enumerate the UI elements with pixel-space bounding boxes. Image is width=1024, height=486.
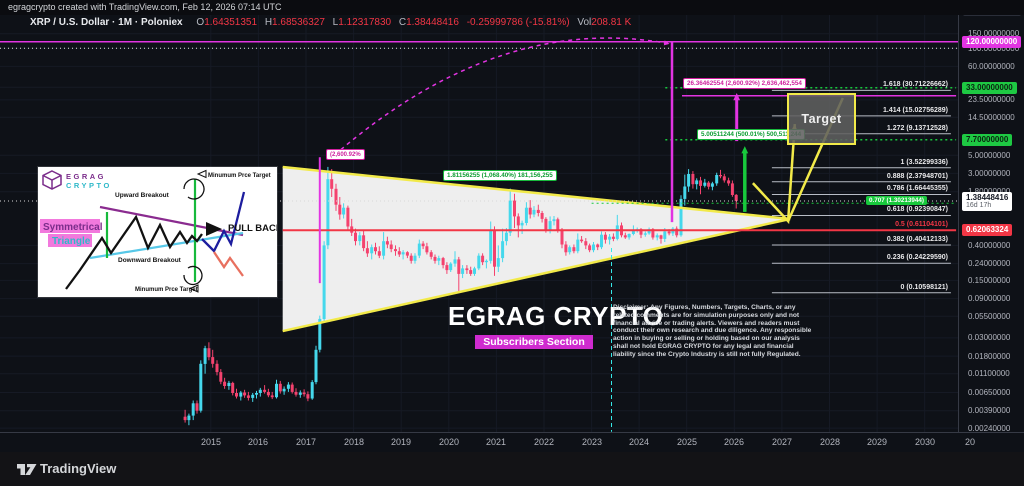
price-tick-label: 0.05500000 xyxy=(968,312,1011,321)
inset-cycle-arrow-top xyxy=(183,178,205,200)
target-projection-line[interactable] xyxy=(786,97,844,222)
inset-title-line2: Triangle xyxy=(52,236,91,247)
inset-pullback-label: PULL BACK xyxy=(228,223,277,234)
symbol-title[interactable]: XRP / U.S. Dollar · 1M · Poloniex xyxy=(30,17,183,28)
inset-logo-text-top: EGRAG xyxy=(66,172,106,181)
price-tick-label: 100.00000000 xyxy=(968,44,1020,53)
inset-title-line1: Symmetrical xyxy=(43,222,103,233)
open-value: 1.64351351 xyxy=(204,17,258,28)
triangle-pattern-lines[interactable] xyxy=(282,165,791,333)
price-tick-label: 0.40000000 xyxy=(968,241,1011,250)
inset-upward-breakout-label: Upward Breakout xyxy=(115,192,170,199)
price-tick-label: 23.50000000 xyxy=(968,95,1015,104)
price-scale-axis[interactable]: 150.00000000100.0000000060.0000000033.50… xyxy=(958,15,1024,433)
year-tick-label: 2019 xyxy=(390,437,412,447)
year-tick-label: 2028 xyxy=(819,437,841,447)
price-badge: 120.00000000 xyxy=(962,36,1022,48)
inset-target-pointer-bottom xyxy=(188,284,199,293)
inset-min-target-bottom-label: Minumum Prce Target xyxy=(135,287,198,293)
tradingview-brand-text[interactable]: TradingView xyxy=(40,461,117,476)
inset-title-highlight-2 xyxy=(48,234,92,247)
price-tick-label: 1.80000000 xyxy=(968,187,1010,196)
open-label: O xyxy=(196,17,205,28)
year-tick-label: 2025 xyxy=(676,437,698,447)
inset-target-pointer-top xyxy=(196,169,207,179)
watermark-title: EGRAG CRYPTO xyxy=(448,301,664,331)
inset-downward-breakout-label: Downward Breakout xyxy=(118,257,182,264)
inset-downward-pullback-path xyxy=(213,251,244,277)
symbol-info-bar[interactable]: XRP / U.S. Dollar · 1M · Poloniex O1.643… xyxy=(30,17,631,28)
egrag-logo-icon xyxy=(42,170,62,190)
price-badge: 0.62063324 xyxy=(962,224,1013,236)
price-badge: 1.38448416 16d 17h xyxy=(962,192,1013,212)
price-badge: 33.00000000 xyxy=(962,82,1017,94)
subscribers-section-badge: Subscribers Section xyxy=(475,335,593,349)
symmetrical-triangle-inset: EGRAG CRYPTO Symmetrical Triangle Upward… xyxy=(38,167,277,297)
price-tick-label: 3.00000000 xyxy=(968,169,1011,178)
disclaimer-text: Disclaimer: Any Figures, Numbers, Target… xyxy=(613,304,812,358)
year-tick-label: 2018 xyxy=(343,437,365,447)
year-tick-label: 2017 xyxy=(295,437,317,447)
footer-bar: TradingView xyxy=(0,452,1024,486)
volume-label: Vol xyxy=(577,17,592,28)
year-tick-label: 2027 xyxy=(771,437,793,447)
year-tick-label: 2020 xyxy=(438,437,460,447)
change-value: -0.25999786 (-15.81%) xyxy=(466,17,570,28)
year-tick-label: 2016 xyxy=(247,437,269,447)
triangle-pattern-fill xyxy=(282,167,790,332)
low-value: 1.12317830 xyxy=(338,17,392,28)
year-tick-label: 2030 xyxy=(914,437,936,447)
chart-canvas[interactable] xyxy=(0,0,958,452)
price-tick-label: 0.01800000 xyxy=(968,352,1011,361)
inset-pullback-arrow xyxy=(206,222,222,236)
year-tick-label: 2024 xyxy=(628,437,650,447)
creator-caption: egragcrypto created with TradingView.com… xyxy=(8,2,282,12)
price-tick-label: 0.15000000 xyxy=(968,276,1011,285)
price-badge: 7.70000000 xyxy=(962,134,1013,146)
inset-logo-text-bottom: CRYPTO xyxy=(66,181,112,190)
year-tick-label: 2022 xyxy=(533,437,555,447)
inset-price-zigzag xyxy=(65,214,203,290)
price-tick-label: 14.50000000 xyxy=(968,113,1015,122)
year-tick-label: 2021 xyxy=(485,437,507,447)
low-label: L xyxy=(332,17,339,28)
year-tick-label: 20 xyxy=(964,437,975,447)
inset-upward-breakout-path xyxy=(201,191,246,253)
top-info-bar: egragcrypto created with TradingView.com… xyxy=(0,0,1024,15)
price-tick-label: 0.09000000 xyxy=(968,294,1011,303)
price-tick-label: 150.00000000 xyxy=(968,29,1020,38)
inset-support-line xyxy=(89,231,244,260)
tradingview-logo-icon[interactable] xyxy=(16,462,38,478)
price-tick-label: 0.01100000 xyxy=(968,369,1010,378)
chart-pane[interactable]: 1.618 (30.71226662) 1.414 (15.02756289) 1.… xyxy=(0,0,958,452)
price-tick-label: 0.00240000 xyxy=(968,424,1011,433)
watermark: EGRAG CRYPTO Subscribers Section xyxy=(448,301,664,350)
time-axis[interactable]: 2015 2016 2017 2018 2019 2020 2021 2022 2023 2024… xyxy=(0,432,1024,453)
inset-min-target-top-label: Minumum Prce Target xyxy=(208,173,271,179)
year-tick-label: 2023 xyxy=(581,437,603,447)
inset-title-highlight-1 xyxy=(40,219,100,233)
high-value: 1.68536327 xyxy=(272,17,325,28)
year-tick-label: 2026 xyxy=(723,437,745,447)
price-tick-label: 0.00390000 xyxy=(968,406,1011,415)
high-label: H xyxy=(264,17,273,28)
year-tick-label: 2029 xyxy=(866,437,888,447)
inset-resistance-line xyxy=(99,205,244,237)
close-label: C xyxy=(398,17,407,28)
price-tick-label: 5.00000000 xyxy=(968,151,1011,160)
volume-value: 208.81 K xyxy=(591,17,632,28)
inset-cycle-arrow-bottom xyxy=(183,265,203,286)
projection-arc[interactable] xyxy=(334,37,670,156)
price-tick-label: 0.24000000 xyxy=(968,259,1011,268)
price-tick-label: 0.03000000 xyxy=(968,333,1011,342)
candlestick-series xyxy=(183,166,738,426)
price-tick-label: 0.00650000 xyxy=(968,388,1011,397)
year-tick-label: 2015 xyxy=(200,437,222,447)
pullback-projection-path[interactable] xyxy=(751,124,797,225)
close-value: 1.38448416 xyxy=(406,17,459,28)
price-tick-label: 60.00000000 xyxy=(968,62,1015,71)
